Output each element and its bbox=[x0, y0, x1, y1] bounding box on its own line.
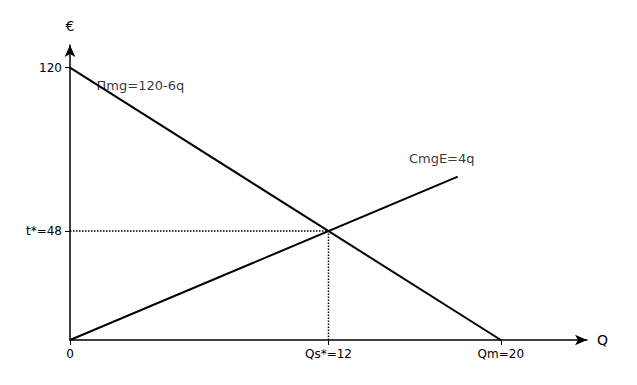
svg-text:Qs*=12: Qs*=12 bbox=[305, 347, 352, 361]
svg-text:120: 120 bbox=[39, 61, 62, 75]
svg-text:0: 0 bbox=[66, 347, 74, 361]
svg-text:Qm=20: Qm=20 bbox=[478, 347, 524, 361]
svg-text:Q: Q bbox=[597, 332, 608, 348]
svg-text:€: € bbox=[66, 18, 75, 34]
svg-text:t*=48: t*=48 bbox=[26, 224, 62, 238]
svg-text:CmgE=4q: CmgE=4q bbox=[409, 151, 475, 166]
svg-text:Πmg=120-6q: Πmg=120-6q bbox=[97, 78, 185, 93]
